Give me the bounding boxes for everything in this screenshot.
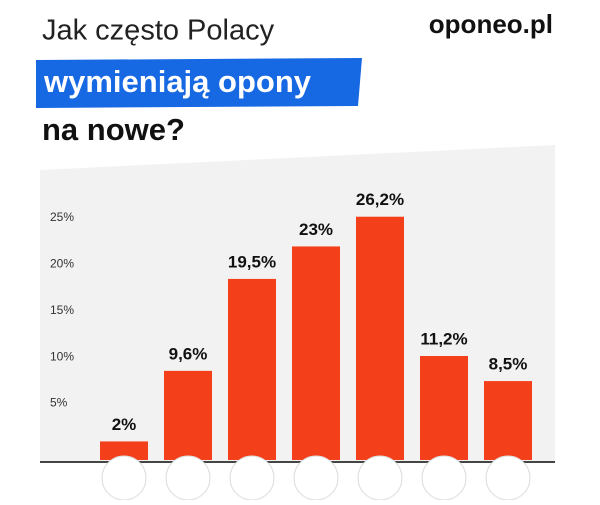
value-label: 26,2%: [356, 190, 404, 209]
bar: [484, 381, 532, 460]
category-badge: [357, 455, 403, 501]
value-label: 11,2%: [420, 329, 467, 348]
value-label: 2%: [112, 415, 137, 434]
logo: oponeo.pl: [429, 9, 553, 39]
bar: [420, 356, 468, 460]
y-tick-label: 20%: [50, 256, 74, 270]
title-highlight: [36, 58, 362, 108]
category-badge: [165, 455, 211, 501]
category-badge: [229, 455, 275, 501]
category-badge: [485, 455, 531, 501]
bar: [292, 246, 340, 460]
y-tick-label: 5%: [50, 396, 68, 410]
value-label: 19,5%: [228, 252, 276, 271]
category-badge: [421, 455, 467, 501]
value-label: 23%: [299, 220, 333, 239]
value-label: 9,6%: [169, 344, 208, 363]
y-tick-label: 10%: [50, 349, 74, 363]
y-tick-label: 15%: [50, 303, 74, 317]
category-badge: [101, 455, 147, 501]
value-label: 8,5%: [489, 355, 528, 374]
title-line-3: na nowe?: [42, 112, 185, 147]
bar: [228, 278, 276, 460]
category-badge: [293, 455, 339, 501]
y-tick-label: 25%: [50, 210, 74, 224]
bar: [356, 216, 404, 460]
title-line-1: Jak często Polacy: [42, 15, 275, 47]
bar: [164, 370, 212, 460]
title-line-2: wymieniają opony: [43, 64, 312, 99]
bar: [100, 441, 148, 460]
